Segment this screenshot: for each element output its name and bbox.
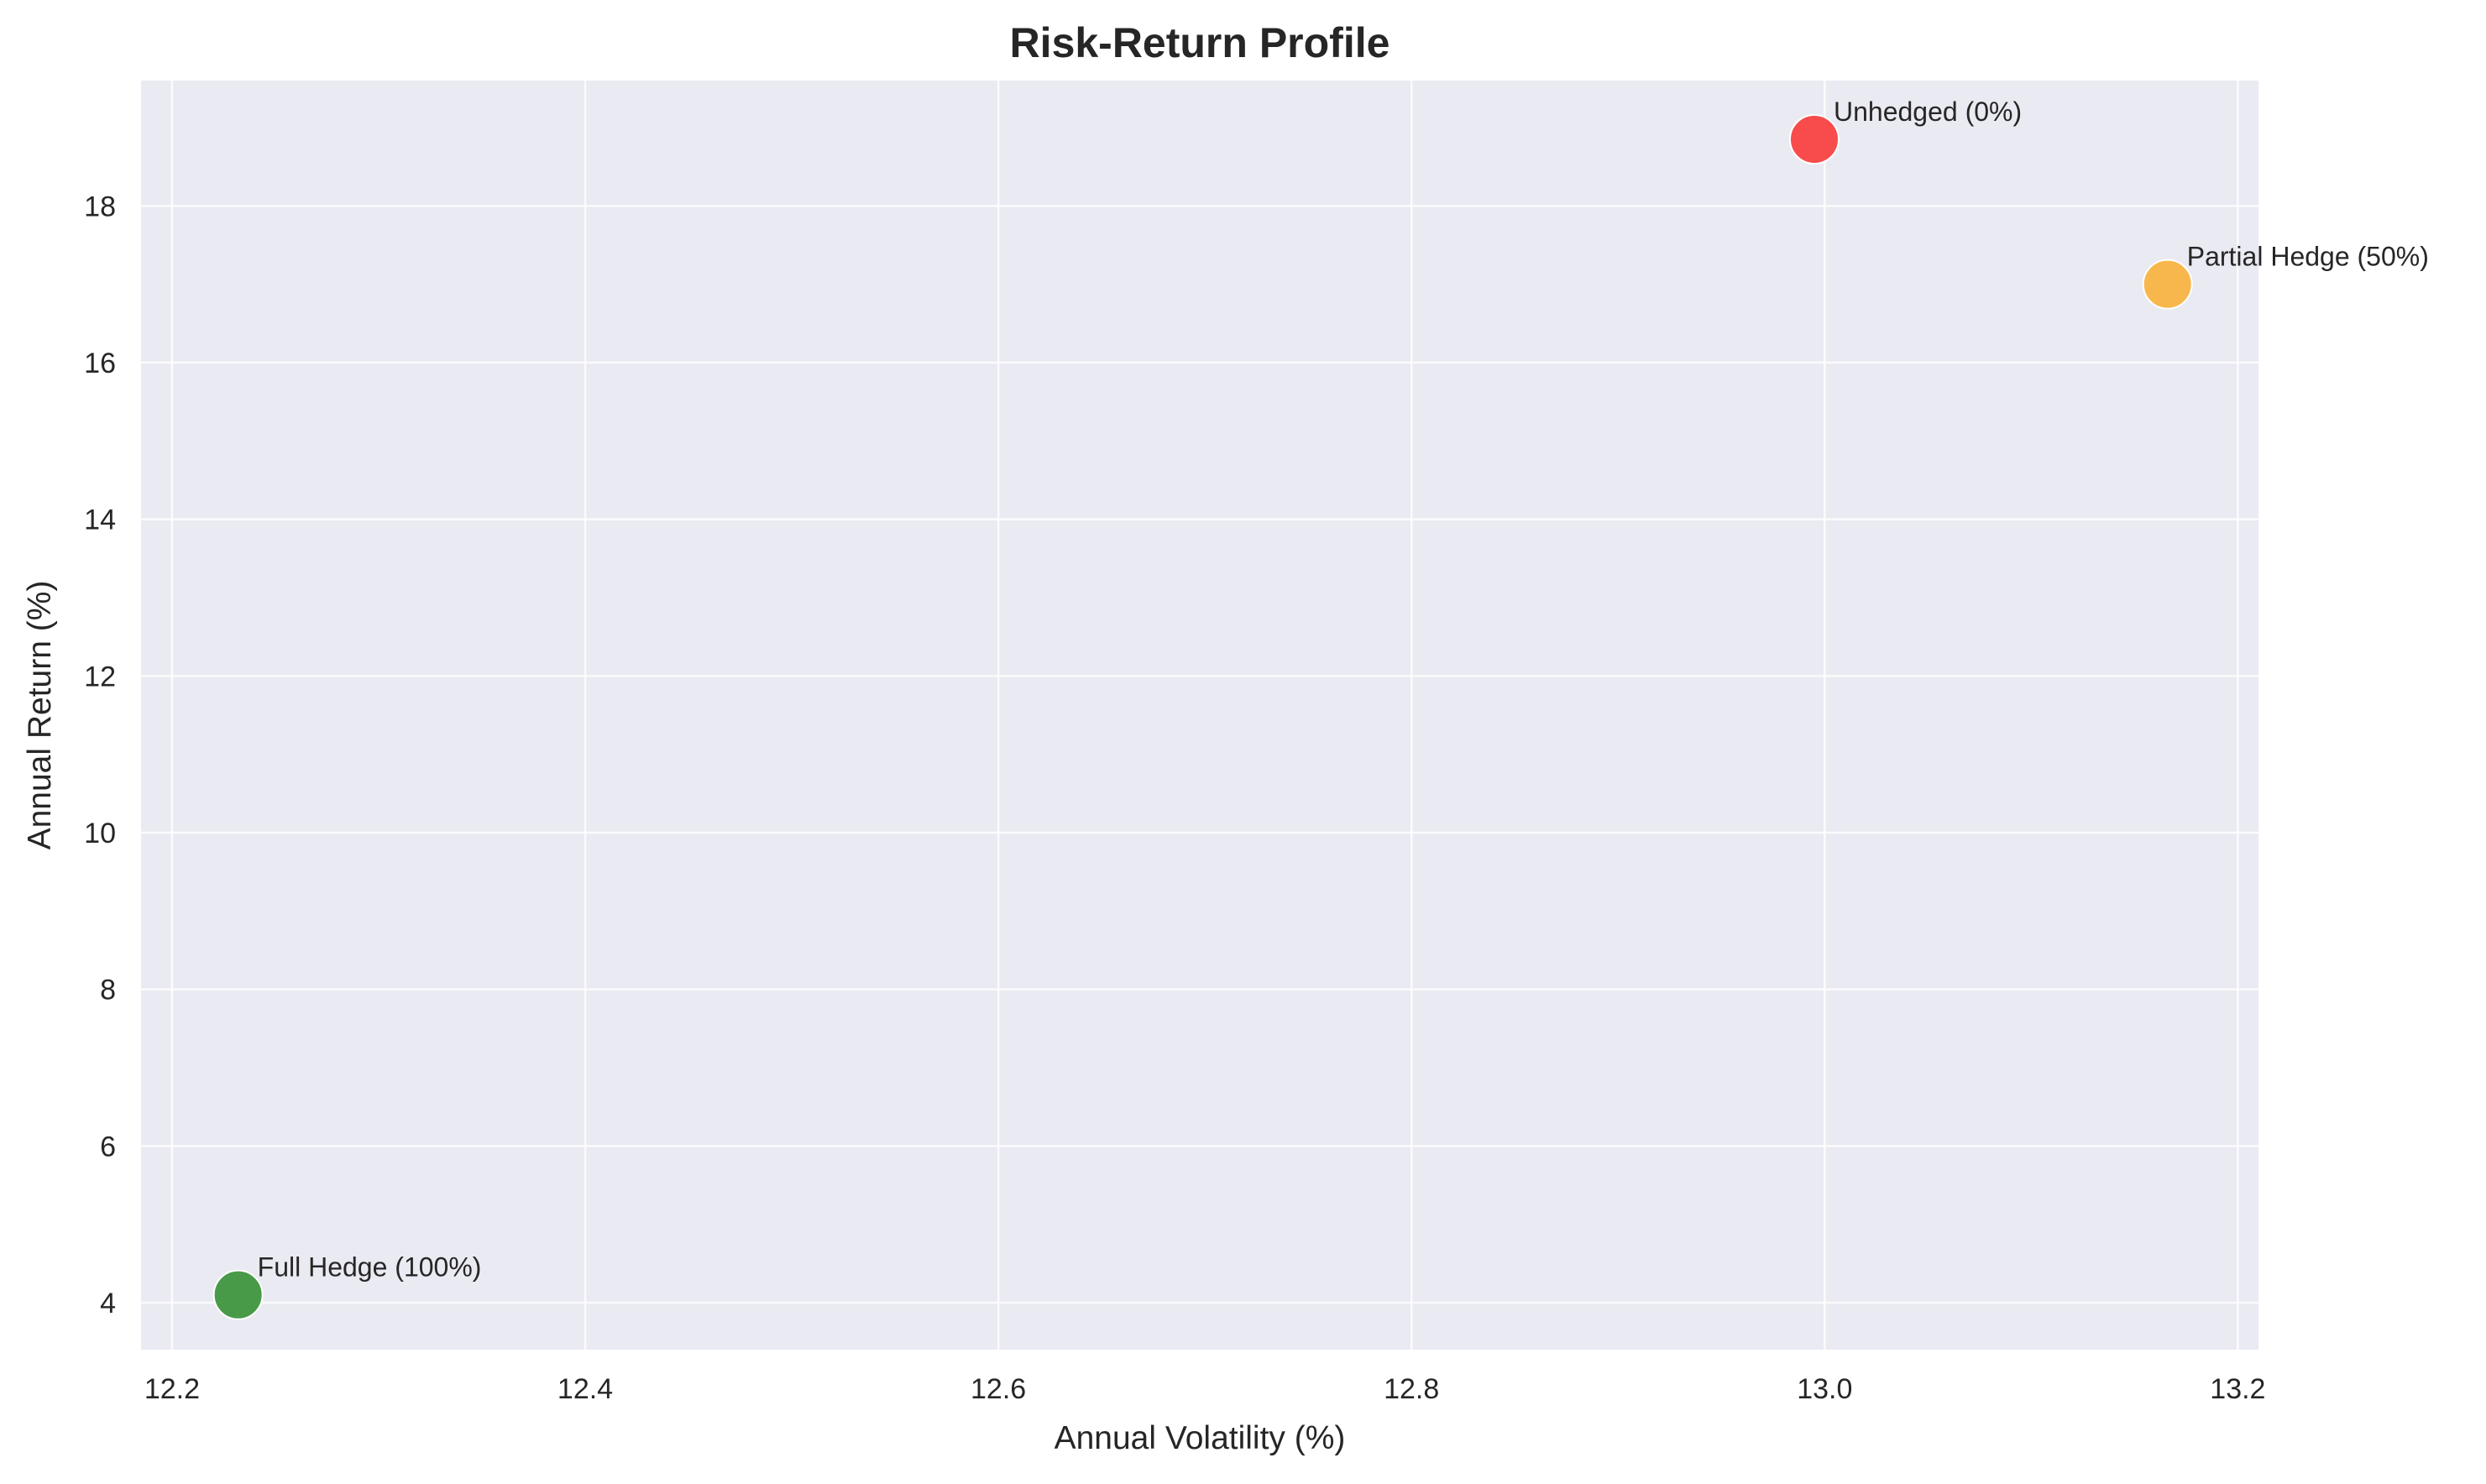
y-tick-label: 4 <box>100 1288 116 1319</box>
data-point <box>212 1269 264 1320</box>
data-point <box>1788 114 1840 165</box>
y-tick-label: 12 <box>84 661 116 692</box>
x-axis-label: Annual Volatility (%) <box>1055 1420 1346 1456</box>
y-axis-label: Annual Return (%) <box>22 581 58 850</box>
x-tick-label: 13.2 <box>2210 1373 2265 1405</box>
y-tick-label: 16 <box>84 347 116 379</box>
point-label: Full Hedge (100%) <box>258 1252 482 1283</box>
x-axis-ticks: 12.2 12.4 12.6 12.8 13.0 13.2 <box>144 1373 2266 1405</box>
y-tick-label: 10 <box>84 818 116 849</box>
x-tick-label: 12.4 <box>557 1373 613 1405</box>
y-tick-label: 6 <box>100 1131 116 1163</box>
grid-lines <box>141 81 2258 1350</box>
x-tick-label: 12.8 <box>1384 1373 1439 1405</box>
chart-title: Risk-Return Profile <box>1010 19 1390 66</box>
x-tick-label: 12.6 <box>971 1373 1026 1405</box>
point-annotations: Unhedged (0%) Partial Hedge (50%) Full Hed… <box>258 97 2429 1283</box>
point-label: Partial Hedge (50%) <box>2187 242 2429 272</box>
y-tick-label: 8 <box>100 975 116 1006</box>
data-point <box>2142 259 2193 310</box>
x-tick-label: 13.0 <box>1797 1373 1852 1405</box>
plot-area <box>141 81 2258 1350</box>
y-axis-ticks: 4 6 8 10 12 14 16 18 <box>84 191 116 1319</box>
y-tick-label: 18 <box>84 191 116 222</box>
x-tick-label: 12.2 <box>144 1373 200 1405</box>
point-label: Unhedged (0%) <box>1834 97 2022 127</box>
y-tick-label: 14 <box>84 504 116 536</box>
data-points <box>212 114 2193 1320</box>
